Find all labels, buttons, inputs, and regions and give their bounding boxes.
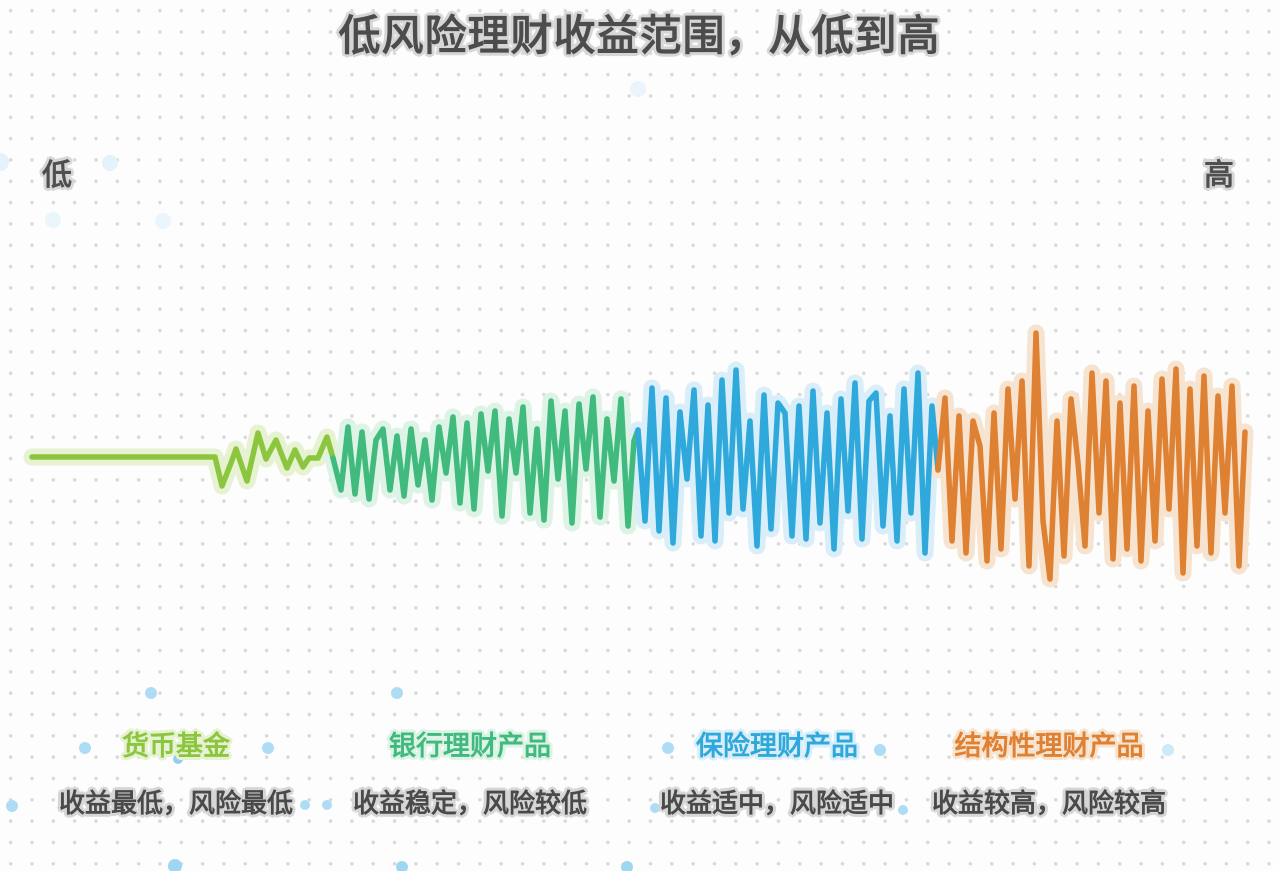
legend-item-structured-wealth-product: 结构性理财产品 收益较高，风险较高 [932, 729, 1166, 819]
legend-item-money-fund: 货币基金 收益最低，风险最低 [59, 729, 293, 819]
accent-dot [874, 744, 886, 756]
accent-dot [6, 800, 18, 812]
axis-label-high: 高 [1204, 159, 1234, 192]
wave-line-money-fund [29, 430, 336, 489]
accent-dot [621, 861, 633, 871]
accent-dot [322, 800, 332, 810]
legend-desc-bank-wealth-product: 收益稳定，风险较低 [352, 788, 588, 818]
legend-desc-insurance-wealth-product: 收益适中，风险适中 [659, 788, 895, 818]
wave-line-insurance-wealth-product [635, 367, 941, 556]
chart-title: 低风险理财收益范围，从低到高 [338, 12, 941, 59]
legend-label-bank-wealth-product: 银行理财产品 [388, 731, 551, 761]
accent-dot [168, 859, 182, 871]
accent-dot [155, 213, 171, 229]
legend-label-insurance-wealth-product: 保险理财产品 [695, 731, 858, 761]
legend-label-structured-wealth-product: 结构性理财产品 [954, 731, 1144, 761]
accent-dot [145, 687, 157, 699]
accent-dot [1162, 744, 1174, 756]
accent-dot [650, 803, 660, 813]
accent-dot [300, 800, 310, 810]
axis-label-low: 低 [42, 159, 72, 192]
accent-dot [0, 153, 9, 171]
legend-desc-structured-wealth-product: 收益较高，风险较高 [931, 788, 1167, 818]
legend-desc-money-fund: 收益最低，风险最低 [58, 788, 294, 818]
legend-item-insurance-wealth-product: 保险理财产品 收益适中，风险适中 [660, 729, 894, 819]
accent-dot [396, 861, 408, 871]
accent-dot [391, 687, 403, 699]
accent-dot [79, 742, 91, 754]
accent-dot [262, 742, 274, 754]
accent-dot [173, 754, 183, 764]
wave-line-bank-wealth-product [330, 394, 641, 529]
accent-dot [630, 81, 646, 97]
accent-dot [662, 742, 674, 754]
wave-line-structured-wealth-product [935, 330, 1248, 582]
accent-dot [45, 212, 61, 228]
accent-dot [102, 155, 118, 171]
legend-item-bank-wealth-product: 银行理财产品 收益稳定，风险较低 [353, 729, 587, 819]
legend-label-money-fund: 货币基金 [121, 731, 230, 761]
accent-dot [898, 805, 908, 815]
